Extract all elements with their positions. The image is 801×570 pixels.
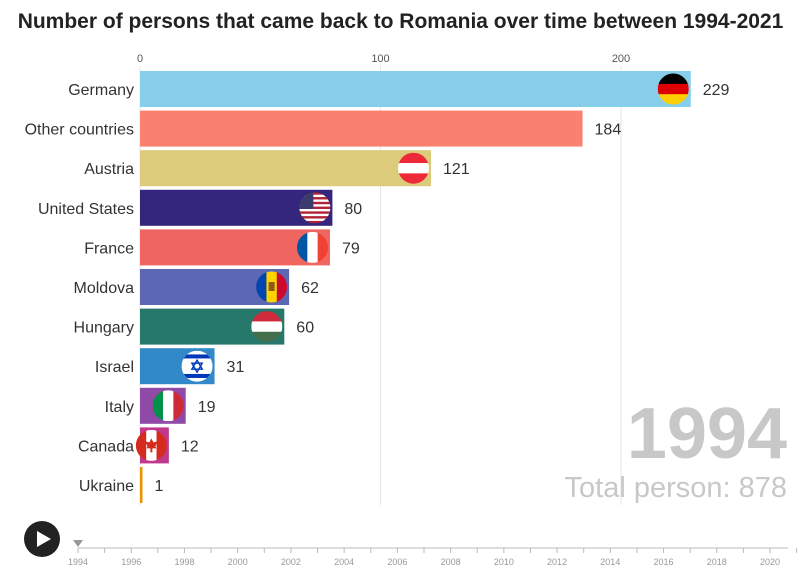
category-label: Italy [105, 399, 134, 416]
moldova-flag [256, 271, 288, 303]
timeline-year-label: 1994 [68, 557, 88, 567]
play-button[interactable] [24, 521, 60, 557]
category-label: Other countries [25, 122, 134, 139]
category-label: Austria [84, 161, 134, 178]
timeline-year-label: 2006 [387, 557, 407, 567]
hungary-flag [251, 311, 283, 343]
chart-title: Number of persons that came back to Roma… [17, 10, 784, 33]
italy-flag [152, 390, 184, 422]
timeline-year-label: 2020 [760, 557, 780, 567]
value-label: 12 [181, 438, 199, 455]
category-label: Hungary [74, 320, 134, 337]
timeline-year-label: 2010 [494, 557, 514, 567]
bar-chart: 0 100 200 Germany 229 Other countries 184 Austr… [25, 53, 730, 505]
bar-other-countries [140, 110, 583, 147]
usa-flag [299, 192, 331, 224]
category-label: United States [38, 201, 134, 218]
total-persons-label: Total person: 878 [564, 472, 787, 504]
canada-flag [135, 429, 167, 461]
category-label: Ukraine [79, 478, 134, 495]
bar-austria [140, 150, 432, 187]
timeline-year-label: 2018 [707, 557, 727, 567]
category-label: Moldova [74, 280, 135, 297]
timeline-year-label: 2002 [281, 557, 301, 567]
timeline-year-label: 1996 [121, 557, 141, 567]
category-label: Germany [68, 82, 134, 99]
israel-flag [181, 350, 213, 382]
timeline-year-label: 2008 [441, 557, 461, 567]
value-label: 31 [227, 359, 245, 376]
bar-germany [140, 71, 691, 107]
bar-ukraine [140, 467, 143, 503]
timeline-year-label: 2016 [654, 557, 674, 567]
value-label: 121 [443, 161, 470, 178]
value-label: 229 [703, 82, 730, 99]
timeline-handle[interactable] [73, 540, 83, 547]
value-label: 79 [342, 240, 360, 257]
timeline-slider[interactable]: 1994 1996 1998 2000 2002 2004 2006 2008 2010 2012… [0, 530, 801, 570]
current-year-label: 1994 [626, 394, 787, 474]
category-label: Canada [78, 438, 134, 455]
x-tick-label: 100 [371, 53, 389, 65]
timeline-year-label: 1998 [174, 557, 194, 567]
value-label: 62 [301, 280, 319, 297]
austria-flag [398, 152, 430, 184]
timeline-year-label: 2014 [600, 557, 620, 567]
value-label: 1 [155, 478, 164, 495]
germany-flag [657, 73, 689, 105]
france-flag [296, 231, 328, 263]
x-tick-label: 0 [137, 53, 143, 65]
category-label: Israel [95, 359, 134, 376]
value-label: 60 [296, 320, 314, 337]
category-label: France [84, 240, 134, 257]
value-label: 80 [344, 201, 362, 218]
x-tick-label: 200 [612, 53, 630, 65]
value-label: 19 [198, 399, 216, 416]
play-icon [37, 531, 51, 547]
value-label: 184 [595, 122, 622, 139]
timeline-year-label: 2004 [334, 557, 354, 567]
timeline-year-label: 2012 [547, 557, 567, 567]
timeline-year-label: 2000 [228, 557, 248, 567]
